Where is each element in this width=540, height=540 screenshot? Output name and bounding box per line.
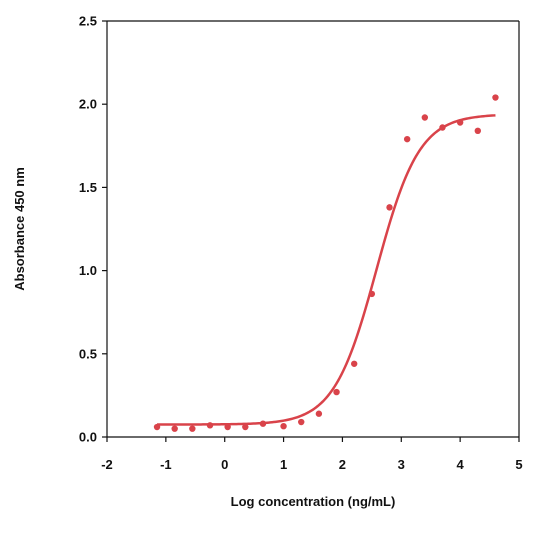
plot-area: 0.0 0.5 1.0 1.5 2.0 2.5 -2 -1 0 1 2 3 4 5 (79, 14, 523, 473)
data-point (403, 135, 411, 143)
data-point (351, 360, 358, 367)
data-point (280, 422, 287, 430)
fit-curve (157, 114, 496, 426)
data-point (386, 204, 393, 211)
data-point (315, 410, 323, 417)
x-ticks: -2 -1 0 1 2 3 4 5 (101, 437, 523, 472)
y-axis-title: Absorbance 450 nm (12, 167, 27, 291)
data-points (153, 94, 499, 432)
y-tick-label: 0.0 (79, 430, 97, 445)
y-tick-label: 0.5 (79, 346, 97, 361)
x-tick-label: 3 (398, 457, 405, 472)
data-point (206, 422, 214, 429)
y-tick-label: 1.5 (79, 180, 97, 195)
data-point (189, 425, 196, 432)
y-tick-label: 2.5 (79, 14, 97, 29)
x-tick-label: -1 (160, 457, 172, 472)
data-point (368, 290, 376, 298)
data-point (242, 423, 249, 431)
data-point (153, 423, 161, 431)
x-tick-label: 4 (457, 457, 465, 472)
x-axis-title: Log concentration (ng/mL) (231, 494, 396, 509)
data-point (224, 423, 231, 431)
y-ticks: 0.0 0.5 1.0 1.5 2.0 2.5 (79, 14, 107, 445)
data-point (492, 94, 499, 101)
data-point (439, 124, 446, 131)
data-point (333, 388, 340, 396)
data-point (421, 114, 429, 121)
y-tick-label: 1.0 (79, 263, 97, 278)
data-point (171, 425, 178, 432)
data-point (298, 418, 305, 426)
x-tick-label: -2 (101, 457, 113, 472)
y-tick-label: 2.0 (79, 97, 97, 112)
data-point (456, 119, 464, 126)
x-tick-label: 1 (280, 457, 287, 472)
x-tick-label: 0 (221, 457, 228, 472)
data-point (259, 420, 267, 427)
data-point (474, 127, 481, 135)
x-tick-label: 2 (339, 457, 346, 472)
x-tick-label: 5 (515, 457, 522, 472)
